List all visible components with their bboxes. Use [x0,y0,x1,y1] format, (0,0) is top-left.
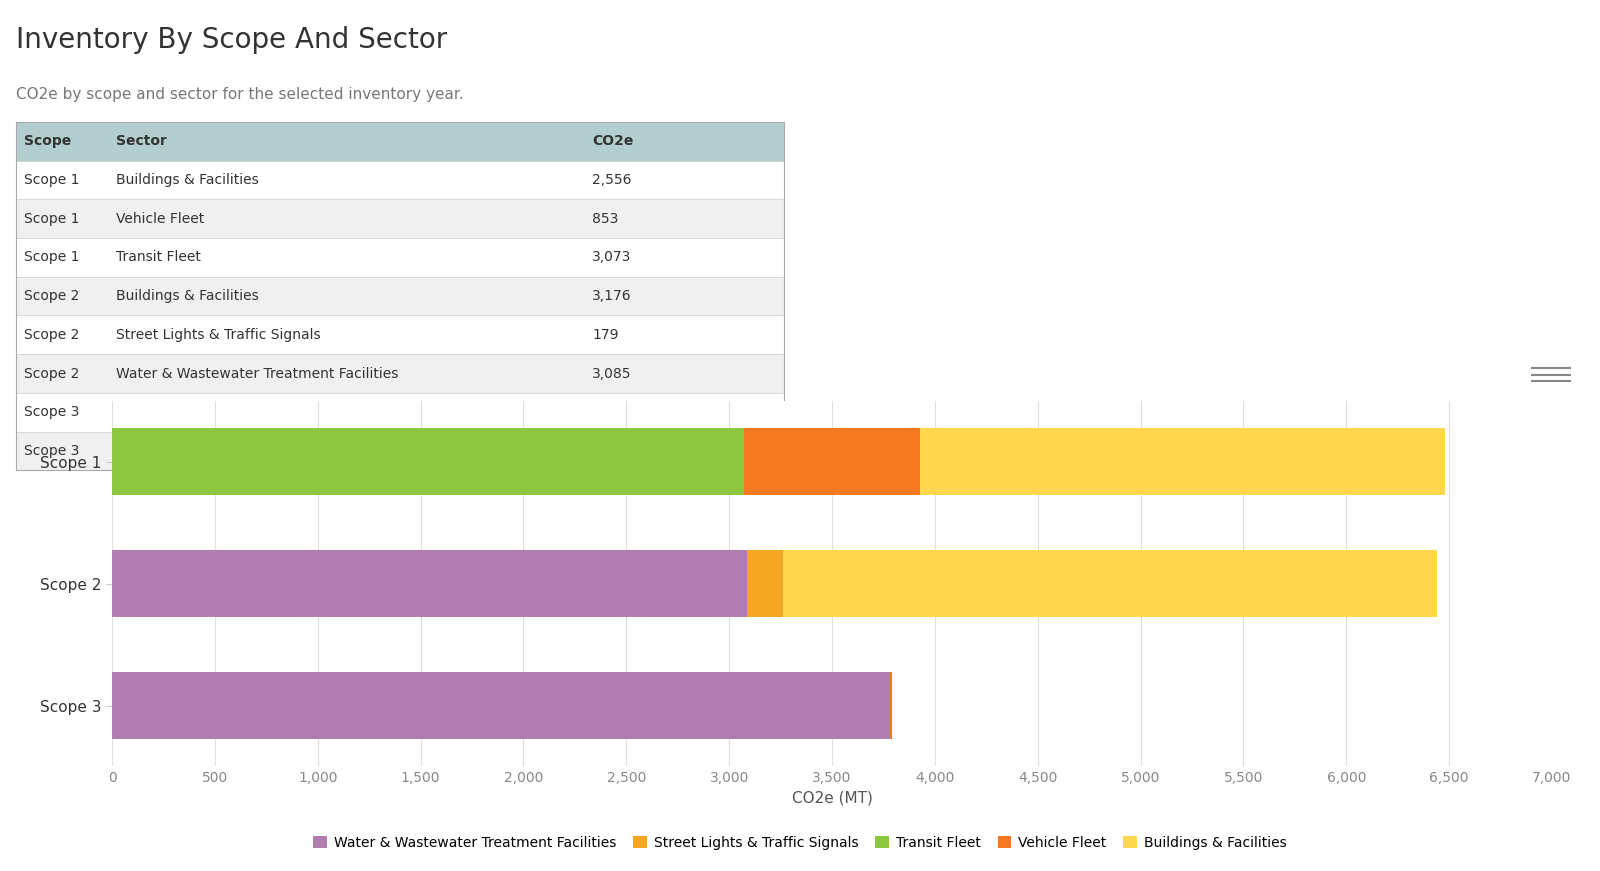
Bar [16,122,784,160]
Text: Vehicle Fleet: Vehicle Fleet [115,212,205,226]
Bar [747,550,784,617]
X-axis label: CO2e (MT): CO2e (MT) [792,791,872,806]
Bar [16,277,784,315]
Text: Scope 3: Scope 3 [24,444,78,458]
Text: Buildings & Facilities: Buildings & Facilities [115,289,259,303]
Text: Inventory By Scope And Sector: Inventory By Scope And Sector [16,26,448,54]
Text: 3,085: 3,085 [592,367,632,381]
Text: Scope: Scope [24,134,70,148]
Text: 3,784: 3,784 [592,444,632,458]
Bar [744,429,920,495]
Text: Scope 2: Scope 2 [24,367,78,381]
Text: Sector: Sector [115,134,166,148]
Text: 3,176: 3,176 [592,289,632,303]
Text: Buildings & Facilities: Buildings & Facilities [115,173,259,187]
Text: Scope 2: Scope 2 [24,327,78,341]
Bar [16,432,784,470]
Bar [16,315,784,354]
Bar [16,393,784,432]
Bar [16,354,784,393]
Text: 2,556: 2,556 [592,173,632,187]
Text: CO2e: CO2e [592,134,634,148]
Text: CO2e by scope and sector for the selected inventory year.: CO2e by scope and sector for the selecte… [16,87,464,102]
Legend: Water & Wastewater Treatment Facilities, Street Lights & Traffic Signals, Transi: Water & Wastewater Treatment Facilities,… [307,830,1293,855]
Text: Transit Fleet: Transit Fleet [115,251,200,265]
Text: Street Lights & Traffic Signals: Street Lights & Traffic Signals [115,327,320,341]
Text: 3,073: 3,073 [592,251,632,265]
Text: 179: 179 [592,327,619,341]
Text: Water & Wastewater Treatment Facilities: Water & Wastewater Treatment Facilities [115,367,398,381]
Text: Water & Wastewater Treatment Facilities: Water & Wastewater Treatment Facilities [115,444,398,458]
Text: Scope 1: Scope 1 [24,173,78,187]
Bar [16,238,784,277]
Bar [112,550,747,617]
Text: 853: 853 [592,212,618,226]
Bar [112,429,744,495]
Text: Scope 1: Scope 1 [24,212,78,226]
Bar [16,160,784,199]
Text: 7: 7 [592,405,600,419]
Text: Scope 2: Scope 2 [24,289,78,303]
Bar [112,672,891,739]
Bar [16,199,784,238]
Bar [784,550,1437,617]
Text: Vehicle Fleet: Vehicle Fleet [115,405,205,419]
Text: Scope 3: Scope 3 [24,405,78,419]
Text: Scope 1: Scope 1 [24,251,78,265]
Bar [920,429,1445,495]
